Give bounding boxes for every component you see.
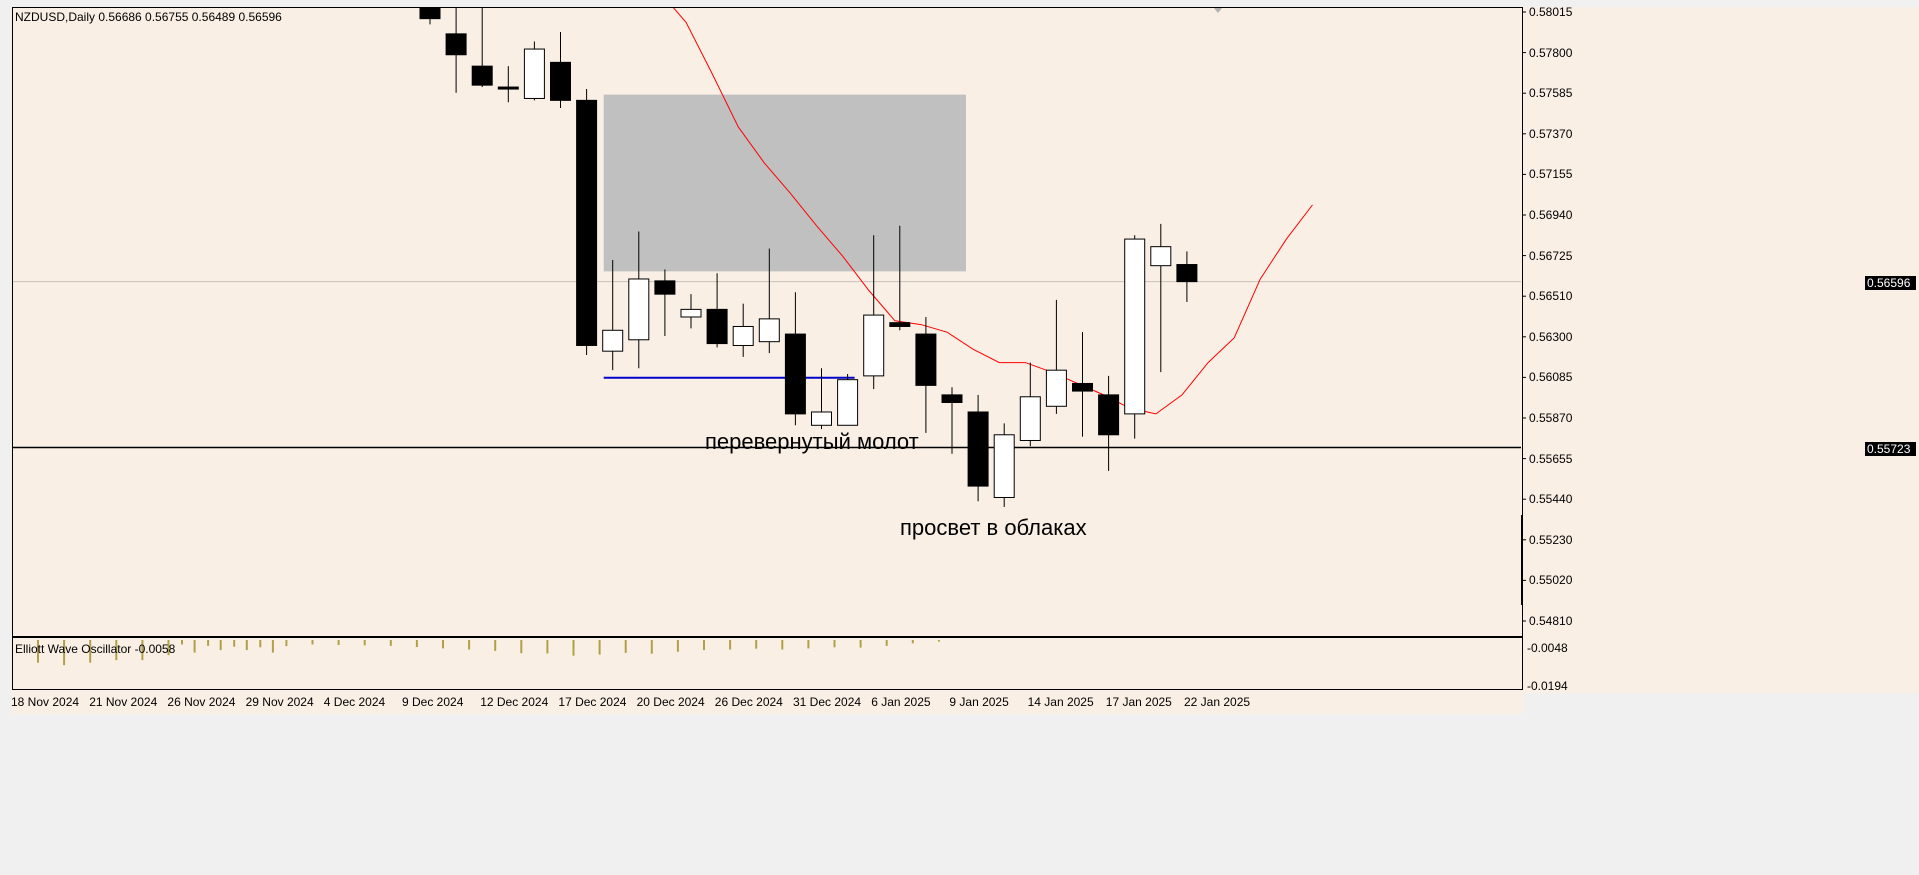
- price-axis-label: 0.54810: [1529, 614, 1573, 628]
- bear-candle[interactable]: [1176, 264, 1198, 283]
- shift-marker-icon: [1214, 8, 1222, 13]
- moving-average-line: [673, 8, 1313, 415]
- chart-header: NZDUSD,Daily 0.56686 0.56755 0.56489 0.5…: [15, 10, 282, 24]
- price-axis-label: 0.58015: [1529, 5, 1573, 19]
- date-axis-label: 31 Dec 2024: [793, 695, 862, 709]
- date-axis-label: 17 Jan 2025: [1105, 695, 1172, 709]
- bull-candle[interactable]: [1019, 396, 1041, 441]
- bull-candle[interactable]: [523, 48, 545, 99]
- date-axis-label: 4 Dec 2024: [323, 695, 386, 709]
- bear-candle[interactable]: [889, 322, 911, 327]
- bear-candle[interactable]: [497, 86, 519, 90]
- price-axis-label: 0.56940: [1529, 208, 1573, 222]
- bull-candle[interactable]: [628, 278, 650, 341]
- price-axis-label: 0.56725: [1529, 248, 1573, 263]
- current-price-box: 0.56596: [1865, 276, 1916, 290]
- bear-candle[interactable]: [941, 394, 963, 403]
- resistance-zone: [603, 94, 966, 272]
- price-axis-label: 0.57155: [1529, 167, 1573, 182]
- bull-candle[interactable]: [1045, 369, 1067, 407]
- date-axis-label: 9 Jan 2025: [949, 695, 1009, 709]
- bull-candle[interactable]: [680, 308, 702, 318]
- annotation-piercing-line[interactable]: просвет в облаках: [900, 515, 1087, 540]
- bear-candle[interactable]: [550, 61, 571, 101]
- date-axis-label: 20 Dec 2024: [636, 695, 705, 709]
- date-axis-label: 22 Jan 2025: [1184, 695, 1251, 709]
- bear-candle[interactable]: [419, 0, 441, 20]
- bear-candle[interactable]: [967, 411, 989, 487]
- date-axis-label: 18 Nov 2024: [11, 695, 80, 709]
- bull-candle[interactable]: [732, 325, 754, 346]
- bull-candle[interactable]: [1150, 246, 1172, 267]
- date-axis-label: 9 Dec 2024: [402, 695, 464, 709]
- bear-candle[interactable]: [706, 308, 728, 345]
- time-axis-panel[interactable]: [12, 690, 1523, 714]
- date-axis-label: 29 Nov 2024: [245, 695, 314, 709]
- date-axis-label: 6 Jan 2025: [871, 695, 931, 709]
- oscillator-panel[interactable]: [12, 637, 1523, 690]
- bear-candle[interactable]: [576, 99, 598, 346]
- candles: [419, 0, 1198, 507]
- price-axis-label: 0.56510: [1529, 289, 1573, 304]
- oscillator-header: Elliott Wave Oscillator -0.0058: [15, 642, 176, 656]
- bear-candle[interactable]: [471, 65, 493, 86]
- bull-candle[interactable]: [863, 314, 885, 377]
- price-axis-panel[interactable]: [1523, 7, 1919, 693]
- price-axis-label: 0.55870: [1529, 411, 1573, 425]
- price-axis-label: 0.57370: [1529, 126, 1573, 141]
- date-axis-label: 26 Nov 2024: [167, 695, 236, 709]
- bull-candle[interactable]: [837, 379, 859, 426]
- bear-candle[interactable]: [1098, 394, 1120, 436]
- annotation-inverted-hammer[interactable]: перевернутый молот: [705, 429, 919, 454]
- bear-candle[interactable]: [654, 280, 676, 295]
- price-axis-label: 0.55020: [1529, 573, 1573, 588]
- price-axis-label: 0.55230: [1529, 532, 1573, 547]
- bear-candle[interactable]: [445, 33, 467, 56]
- bull-candle[interactable]: [758, 318, 780, 343]
- bear-candle[interactable]: [915, 333, 937, 386]
- price-axis-label: 0.55440: [1529, 492, 1573, 507]
- price-axis-label: 0.55655: [1529, 451, 1573, 466]
- oscillator-axis-label: -0.0194: [1527, 679, 1568, 693]
- date-axis-label: 26 Dec 2024: [714, 695, 783, 709]
- date-axis-label: 14 Jan 2025: [1027, 695, 1094, 709]
- support-price-box: 0.55723: [1865, 442, 1916, 456]
- oscillator-axis-label: -0.0048: [1527, 641, 1568, 655]
- bull-candle[interactable]: [811, 411, 832, 426]
- price-axis-label: 0.57800: [1529, 45, 1573, 60]
- price-axis-label: 0.57585: [1529, 86, 1573, 101]
- price-axis-label: 0.56085: [1529, 370, 1573, 385]
- bull-candle[interactable]: [602, 329, 624, 352]
- bear-candle[interactable]: [1072, 382, 1093, 392]
- price-axis-label: 0.56300: [1529, 329, 1573, 344]
- date-axis-label: 17 Dec 2024: [558, 695, 627, 709]
- bull-candle[interactable]: [1124, 238, 1146, 415]
- date-axis-label: 12 Dec 2024: [480, 695, 549, 709]
- date-axis-label: 21 Nov 2024: [89, 695, 158, 709]
- bull-candle[interactable]: [993, 434, 1015, 498]
- bear-candle[interactable]: [784, 333, 806, 415]
